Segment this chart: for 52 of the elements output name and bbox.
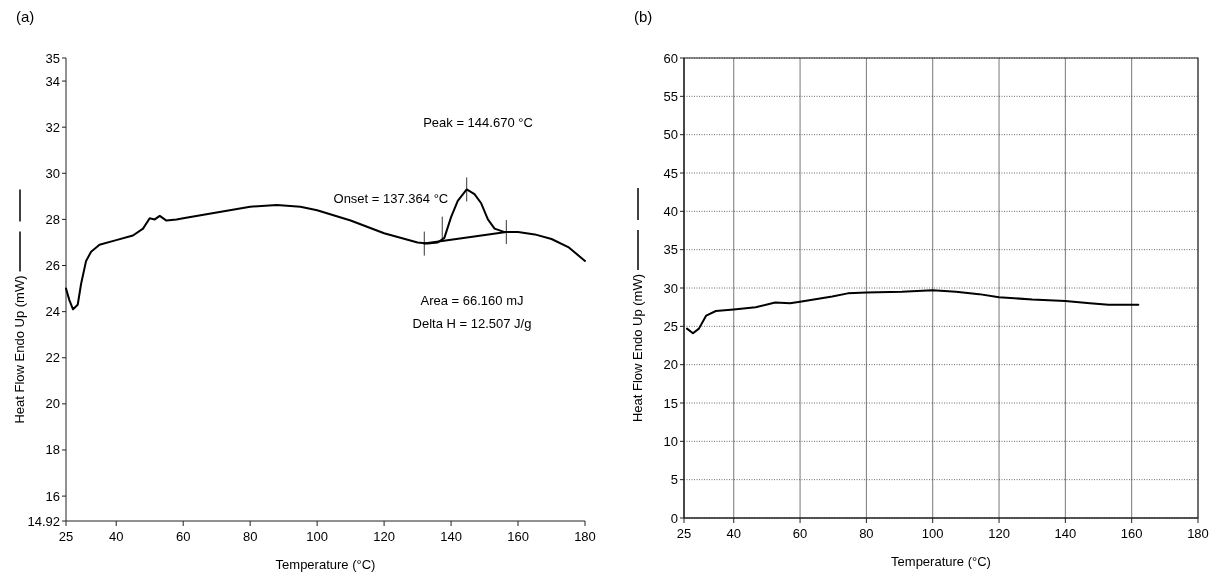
y-tick-label: 32 bbox=[45, 119, 60, 135]
x-tick-label: 60 bbox=[175, 529, 191, 544]
y-tick-label: 30 bbox=[45, 165, 60, 181]
y-axis-title: Heat Flow Endo Up (mW) bbox=[630, 273, 645, 423]
y-tick-label: 20 bbox=[663, 357, 678, 373]
y-tick-label: 34 bbox=[45, 73, 60, 89]
x-tick-label: 25 bbox=[58, 529, 74, 544]
x-tick-label: 40 bbox=[726, 526, 741, 541]
annotation: Peak = 144.670 °C bbox=[423, 115, 533, 130]
x-tick-label: 100 bbox=[306, 529, 328, 544]
x-tick-label: 140 bbox=[1054, 526, 1077, 541]
x-tick-label: 120 bbox=[988, 526, 1010, 541]
y-tick-label: 20 bbox=[45, 396, 60, 412]
y-tick-label: 60 bbox=[663, 50, 678, 66]
x-axis-title: Temperature (°C) bbox=[275, 557, 376, 572]
x-tick-label: 180 bbox=[1187, 526, 1209, 541]
y-tick-label: 30 bbox=[663, 280, 678, 296]
y-tick-label: 35 bbox=[663, 242, 678, 258]
y-tick-label: 16 bbox=[45, 488, 60, 504]
y-tick-label: 14.92 bbox=[27, 513, 60, 529]
y-tick-label: 50 bbox=[663, 127, 678, 143]
x-tick-label: 180 bbox=[574, 529, 596, 544]
y-tick-label: 45 bbox=[663, 165, 678, 181]
y-tick-label: 26 bbox=[45, 258, 60, 274]
y-tick-label: 22 bbox=[45, 350, 60, 366]
x-tick-label: 140 bbox=[440, 529, 462, 544]
x-tick-label: 120 bbox=[373, 529, 395, 544]
y-tick-label: 18 bbox=[45, 442, 60, 458]
annotation: Onset = 137.364 °C bbox=[333, 190, 449, 206]
x-tick-label: 80 bbox=[859, 526, 874, 541]
x-tick-label: 80 bbox=[242, 529, 258, 544]
y-tick-label: 55 bbox=[663, 88, 678, 104]
y-axis-title: Heat Flow Endo Up (mW) bbox=[12, 275, 27, 424]
chart-title: (b) bbox=[634, 8, 653, 25]
x-tick-label: 60 bbox=[792, 526, 808, 541]
annotation: Delta H = 12.507 J/g bbox=[412, 316, 532, 331]
y-tick-label: 0 bbox=[670, 510, 678, 526]
x-tick-label: 160 bbox=[507, 529, 529, 544]
y-tick-label: 15 bbox=[663, 395, 678, 411]
annotation: Area = 66.160 mJ bbox=[420, 293, 524, 308]
y-tick-label: 10 bbox=[663, 433, 678, 449]
chart-title: (a) bbox=[16, 8, 35, 25]
y-tick-label: 5 bbox=[670, 472, 678, 488]
x-tick-label: 100 bbox=[921, 526, 944, 541]
y-tick-label: 24 bbox=[45, 304, 60, 320]
y-tick-label: 40 bbox=[663, 203, 678, 219]
y-tick-label: 28 bbox=[45, 211, 60, 227]
y-tick-label: 35 bbox=[45, 50, 60, 66]
x-tick-label: 160 bbox=[1120, 526, 1143, 541]
x-tick-label: 40 bbox=[108, 529, 124, 544]
y-tick-label: 25 bbox=[663, 318, 678, 334]
x-axis-title: Temperature (°C) bbox=[891, 554, 991, 569]
